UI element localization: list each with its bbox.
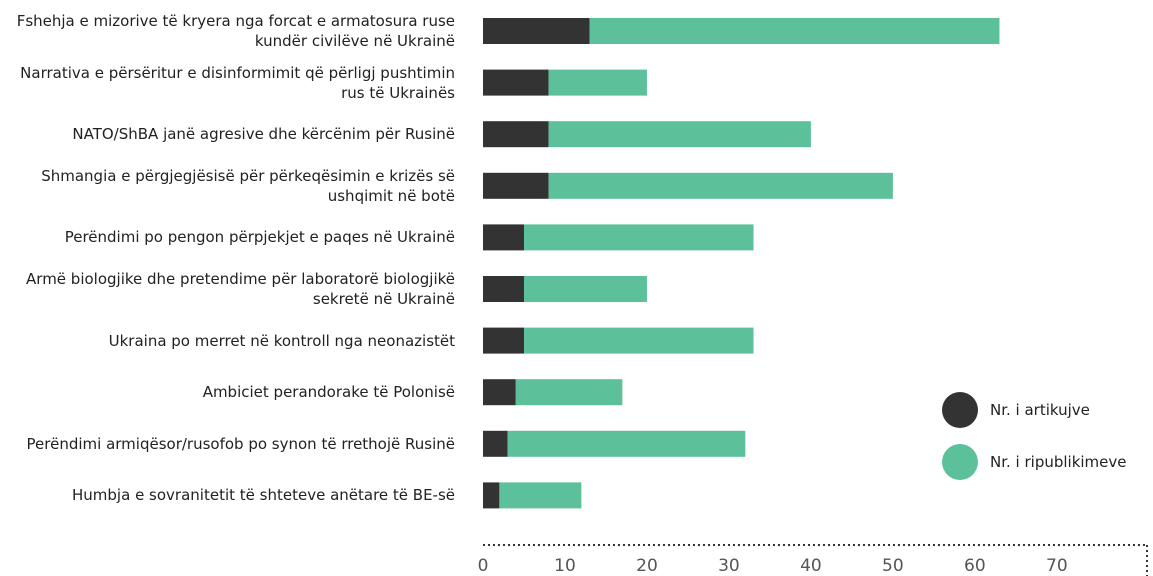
category-label: Ambiciet perandorake të Polonisë [202,383,455,402]
category-label: Shmangia e përgjegjësisë për përkeqësimi… [41,166,455,205]
x-tick-label: 20 [636,556,658,576]
x-tick-label: 50 [882,556,904,576]
bar-segment [483,172,549,199]
x-tick-label: 60 [964,556,986,576]
bar-segment [523,327,754,354]
bar-segment [507,430,746,457]
bar-segment [483,430,508,457]
category-label: Perëndimi armiqësor/rusofob po synon të … [26,434,455,453]
category-label: Narrativa e përsëritur e disinformimit q… [20,63,455,102]
legend-label: Nr. i ripublikimeve [990,453,1127,471]
bar-segment [483,379,516,406]
bar-segment [483,482,500,509]
category-label: NATO/ShBA janë agresive dhe kërcënim për… [72,125,455,144]
category-label: Perëndimi po pengon përpjekjet e paqes n… [64,228,455,247]
x-tick-label: 10 [554,556,576,576]
category-label: Humbja e sovranitetit të shteteve anëtar… [72,486,455,505]
x-tick-label: 40 [800,556,822,576]
bar-segment [548,172,893,199]
bar-segment [499,482,582,509]
category-label: Armë biologjike dhe pretendime për labor… [26,270,455,308]
category-label: Fshehja e mizorive të kryera nga forcat … [16,12,455,50]
bar-segment [515,379,623,406]
bar-segment [483,18,590,44]
legend-swatch [942,392,978,428]
bar-segment [548,121,811,148]
legend-swatch [942,444,978,480]
x-tick-label: 30 [718,556,740,576]
bar-segment [483,69,549,96]
bar-segment [589,18,1000,44]
bar-segment [523,224,754,251]
legend-label: Nr. i artikujve [990,401,1090,419]
x-tick-label: 70 [1046,556,1068,576]
bar-segment [523,276,647,302]
bar-segment [483,224,524,251]
bar-segment [483,327,524,354]
category-label: Ukraina po merret në kontroll nga neonaz… [108,331,455,350]
bar-segment [548,69,647,96]
bar-segment [483,276,524,302]
bar-segment [483,121,549,148]
x-tick-label: 0 [478,556,489,576]
